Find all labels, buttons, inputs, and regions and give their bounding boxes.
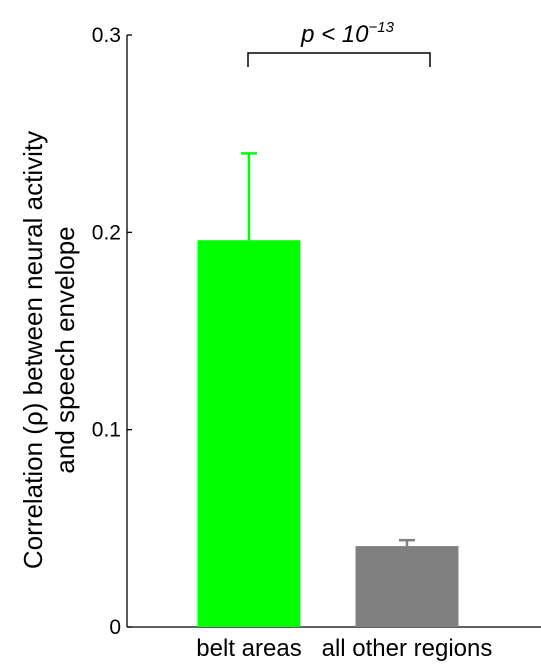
significance-text: p < 10 bbox=[300, 21, 369, 48]
y-axis-title: Correlation (ρ) between neural activity … bbox=[18, 131, 80, 569]
y-ticks: 0 0.1 0.2 0.3 bbox=[92, 24, 132, 639]
y-axis-title-line2: and speech envelope bbox=[50, 226, 80, 473]
axes bbox=[126, 35, 541, 628]
bar bbox=[197, 240, 301, 627]
category-label: belt areas bbox=[196, 635, 301, 662]
bar bbox=[355, 546, 459, 627]
category-labels: belt areas all other regions bbox=[196, 635, 492, 662]
significance-label: p < 10−13 bbox=[300, 19, 395, 48]
bars bbox=[197, 240, 459, 627]
error-bars bbox=[241, 152, 415, 547]
y-tick-label: 0 bbox=[109, 616, 121, 639]
y-tick-label: 0.2 bbox=[92, 221, 121, 244]
significance-annotation: p < 10−13 bbox=[247, 19, 431, 67]
y-axis-title-line1: Correlation (ρ) between neural activity bbox=[18, 131, 48, 569]
category-label: all other regions bbox=[322, 635, 493, 662]
y-tick-label: 0.3 bbox=[92, 24, 121, 47]
significance-bracket bbox=[247, 52, 431, 67]
significance-exponent: −13 bbox=[368, 19, 394, 36]
y-tick-label: 0.1 bbox=[92, 419, 121, 442]
